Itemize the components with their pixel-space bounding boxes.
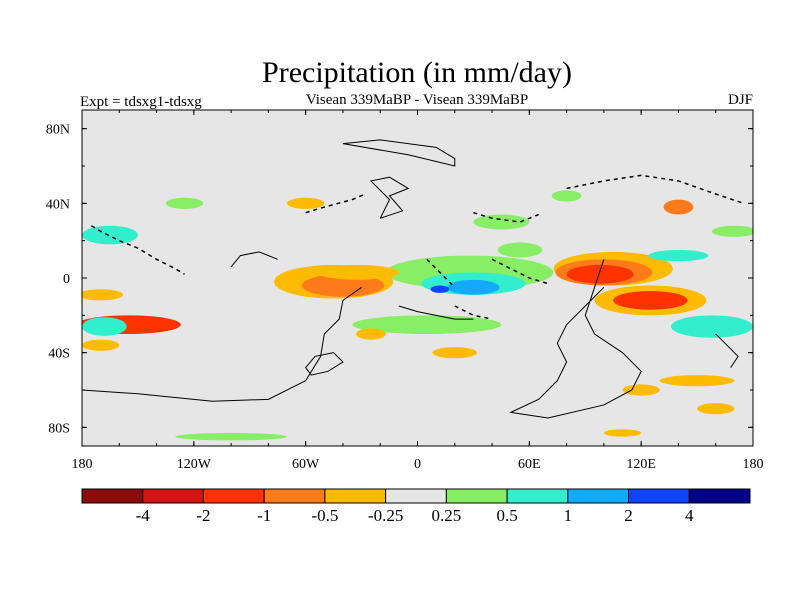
anomaly-patch-23 xyxy=(663,199,694,215)
anomaly-patch-30 xyxy=(622,384,660,396)
x-tick-label: 180 xyxy=(72,457,93,472)
anomaly-patch-11 xyxy=(613,291,688,310)
colorbar-label: -0.5 xyxy=(311,506,338,525)
dashed-coastline-3 xyxy=(491,258,549,285)
coastline-5 xyxy=(398,305,474,320)
anomaly-patch-18 xyxy=(82,225,138,245)
dashed-coastline-1 xyxy=(90,225,185,275)
anomaly-patch-24 xyxy=(473,214,530,230)
colorbar-swatch-5 xyxy=(385,488,447,504)
anomaly-patch-22 xyxy=(551,190,582,202)
colorbar-label: -1 xyxy=(257,506,271,525)
colorbar-swatch-3 xyxy=(263,488,326,504)
x-tick-label: 120W xyxy=(177,457,212,472)
coastline-0 xyxy=(82,286,362,402)
anomaly-patch-15 xyxy=(82,317,127,336)
y-tick-label: 0 xyxy=(63,272,70,287)
coastline-layer xyxy=(82,139,744,419)
coastline-1 xyxy=(305,352,344,376)
anomaly-patch-26 xyxy=(352,315,502,334)
colorbar-swatch-6 xyxy=(445,488,508,504)
anomaly-patch-19 xyxy=(712,225,753,237)
anomaly-patch-21 xyxy=(287,197,325,209)
anomaly-patch-2 xyxy=(447,279,500,295)
dashed-coastline-2 xyxy=(473,211,539,223)
colorbar-swatch-1 xyxy=(142,488,204,504)
dashed-coastline-4 xyxy=(454,305,493,320)
anomaly-patch-32 xyxy=(175,432,288,441)
coastline-6 xyxy=(230,251,278,268)
dashed-coastline-0 xyxy=(305,193,366,214)
x-tick-label: 0 xyxy=(414,457,421,472)
x-tick-label: 120E xyxy=(626,457,656,472)
colorbar-swatch-0 xyxy=(81,488,144,504)
colorbar: -4 -2 -1 -0.5 -0.25 0.25 0.5 1 2 4 xyxy=(81,488,751,525)
coastline-3 xyxy=(369,176,410,219)
coastline-4 xyxy=(342,139,456,167)
colorbar-swatch-9 xyxy=(628,488,690,504)
anomaly-patch-29 xyxy=(659,375,735,387)
figure-title: Precipitation (in mm/day) xyxy=(262,56,572,89)
colorbar-swatch-7 xyxy=(506,488,569,504)
anomaly-patch-13 xyxy=(648,250,709,262)
colorbar-label: 2 xyxy=(624,506,633,525)
anomaly-patch-17 xyxy=(82,289,123,301)
period-label: Visean 339MaBP - Visean 339MaBP xyxy=(306,92,528,108)
y-axis: 80N 40N 0 40S 80S xyxy=(46,123,753,436)
x-axis: 180 120W 60W 0 60E 120E 180 xyxy=(72,110,764,472)
colorbar-swatch-2 xyxy=(202,488,265,504)
anomaly-patch-9 xyxy=(566,264,634,284)
x-tick-label: 60W xyxy=(292,457,320,472)
x-tick-label: 180 xyxy=(743,457,764,472)
coastline-2 xyxy=(508,259,642,419)
anomaly-patch-6 xyxy=(316,264,399,280)
x-tick-label: 60E xyxy=(518,457,541,472)
y-tick-label: 40S xyxy=(48,347,70,362)
anomaly-patch-33 xyxy=(603,429,642,437)
colorbar-label: 4 xyxy=(685,506,694,525)
anomaly-layer xyxy=(82,190,753,441)
colorbar-label: 0.5 xyxy=(496,506,517,525)
colorbar-label: 0.25 xyxy=(431,506,461,525)
anomaly-patch-25 xyxy=(497,242,543,258)
anomaly-patch-20 xyxy=(165,197,204,209)
colorbar-label: -4 xyxy=(136,506,151,525)
colorbar-swatch-4 xyxy=(324,488,387,504)
anomaly-patch-28 xyxy=(432,347,478,359)
season-label: DJF xyxy=(728,92,753,108)
anomaly-patch-12 xyxy=(670,315,753,338)
anomaly-patch-3 xyxy=(430,285,450,293)
colorbar-swatch-8 xyxy=(567,488,630,504)
y-tick-label: 80N xyxy=(46,123,70,138)
colorbar-label: -0.25 xyxy=(368,506,403,525)
anomaly-patch-16 xyxy=(82,339,120,351)
experiment-label: Expt = tdsxg1-tdsxg xyxy=(80,94,202,110)
anomaly-patch-5 xyxy=(301,274,384,297)
y-tick-label: 80S xyxy=(48,421,70,436)
y-tick-label: 40N xyxy=(46,197,70,212)
dashed-coastline-5 xyxy=(426,258,456,288)
anomaly-patch-27 xyxy=(355,328,386,340)
colorbar-swatch-10 xyxy=(688,488,751,504)
anomaly-patch-31 xyxy=(697,403,735,415)
coastline-7 xyxy=(715,333,739,368)
colorbar-label: -2 xyxy=(196,506,210,525)
colorbar-label: 1 xyxy=(564,506,573,525)
